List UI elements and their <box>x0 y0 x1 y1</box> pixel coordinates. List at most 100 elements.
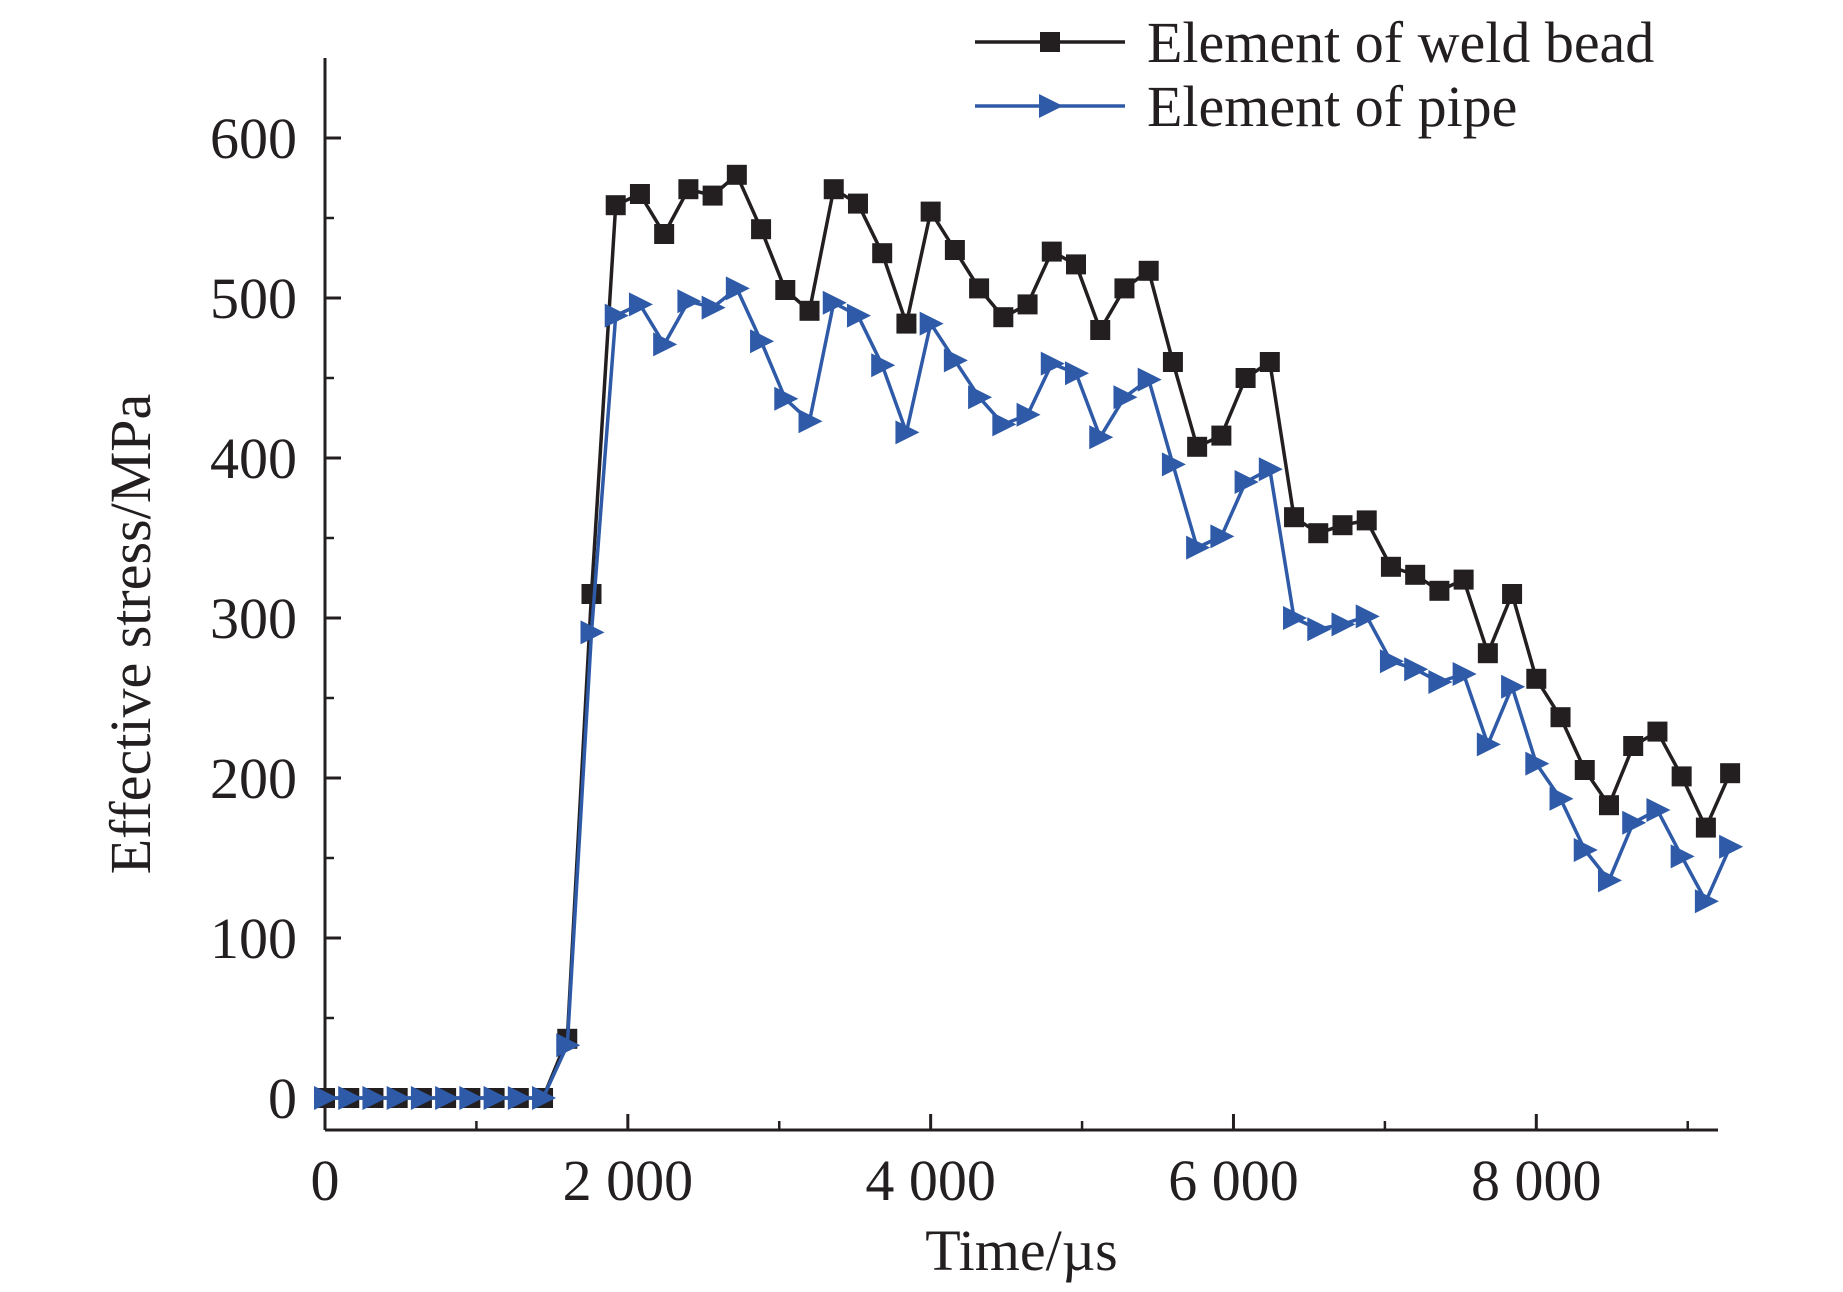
data-point <box>847 193 868 214</box>
y-tick-label: 0 <box>268 1066 297 1131</box>
data-point <box>1284 507 1305 528</box>
data-point <box>1452 662 1477 686</box>
data-point <box>1597 868 1622 893</box>
data-point <box>338 1086 363 1110</box>
data-point <box>1187 436 1208 457</box>
y-tick-label: 200 <box>210 746 297 811</box>
data-point <box>1694 889 1719 914</box>
data-point <box>1525 751 1550 776</box>
x-tick-label: 0 <box>311 1148 340 1213</box>
data-point <box>1186 535 1211 560</box>
data-point <box>1719 834 1744 859</box>
data-point <box>654 224 675 244</box>
data-point <box>1041 241 1062 262</box>
data-point <box>1259 352 1280 372</box>
data-point <box>702 185 723 206</box>
data-point <box>726 164 747 185</box>
data-point <box>1331 612 1356 637</box>
data-point <box>920 201 941 222</box>
data-point <box>1477 643 1498 664</box>
data-point <box>871 353 896 378</box>
data-point <box>993 307 1014 328</box>
data-point <box>678 179 699 200</box>
data-point <box>1549 786 1574 811</box>
data-point <box>1137 367 1162 392</box>
legend-marker <box>1039 94 1063 118</box>
x-tick-label: 8 000 <box>1471 1148 1602 1213</box>
data-point <box>1526 668 1547 689</box>
legend-label: Element of weld bead <box>1147 10 1654 75</box>
data-point <box>1550 707 1571 728</box>
data-point <box>677 289 702 314</box>
data-point <box>435 1086 460 1110</box>
data-point <box>1405 564 1426 585</box>
data-point <box>1234 470 1259 494</box>
data-point <box>969 278 990 299</box>
data-point <box>1162 352 1183 372</box>
data-point <box>1138 260 1159 281</box>
data-point <box>1671 766 1692 787</box>
data-point <box>1355 604 1380 629</box>
data-point <box>532 1086 557 1110</box>
data-point <box>1501 674 1526 699</box>
y-tick-label: 100 <box>210 906 297 971</box>
data-point <box>1429 580 1450 601</box>
data-point <box>507 1086 532 1110</box>
data-point <box>896 313 917 334</box>
data-point <box>1695 817 1716 838</box>
data-point <box>872 243 893 264</box>
data-point <box>701 295 726 320</box>
data-point <box>1574 760 1595 780</box>
data-point <box>1720 763 1741 784</box>
data-point <box>1017 294 1038 315</box>
data-point <box>459 1086 484 1110</box>
data-point <box>775 280 796 300</box>
data-point <box>1670 844 1695 869</box>
data-point <box>1623 736 1644 756</box>
data-point <box>556 1033 581 1058</box>
data-point <box>1502 584 1523 604</box>
plot-area <box>314 164 1744 1110</box>
data-point <box>799 300 820 321</box>
data-point <box>410 1086 435 1110</box>
data-point <box>604 303 629 328</box>
data-point <box>1210 524 1235 549</box>
data-point <box>1089 425 1114 450</box>
data-point <box>1040 351 1065 376</box>
series-1 <box>314 276 1744 1110</box>
y-tick-label: 500 <box>210 266 297 331</box>
data-point <box>1647 721 1668 742</box>
y-tick-label: 400 <box>210 426 297 491</box>
data-point <box>895 420 920 445</box>
legend-label: Element of pipe <box>1147 74 1517 139</box>
data-point <box>1380 556 1401 577</box>
data-point <box>943 348 968 373</box>
data-point <box>1646 798 1671 822</box>
y-tick-label: 300 <box>210 586 297 651</box>
data-point <box>1622 810 1647 835</box>
data-point <box>1307 617 1332 642</box>
data-point <box>944 240 965 260</box>
data-point <box>1113 385 1138 410</box>
data-point <box>1308 523 1329 544</box>
y-tick-label: 600 <box>210 106 297 171</box>
x-tick-label: 4 000 <box>865 1148 996 1213</box>
data-point <box>774 386 799 411</box>
data-point <box>581 584 602 604</box>
data-point <box>1066 254 1087 275</box>
axes: 0 100 200 300 400 500 600 0 2 000 4 000 6 000 8 000 <box>210 58 1718 1213</box>
data-point <box>725 276 750 301</box>
data-point <box>919 311 944 336</box>
legend-marker <box>1040 32 1060 52</box>
data-point <box>751 219 772 240</box>
data-point <box>1332 515 1353 536</box>
x-tick-label: 2 000 <box>563 1148 694 1213</box>
x-axis-title: Time/µs <box>925 1218 1117 1283</box>
data-point <box>1598 795 1619 816</box>
data-point <box>1573 838 1598 862</box>
data-point <box>314 1086 338 1110</box>
data-point <box>992 412 1017 437</box>
data-point <box>1235 368 1256 388</box>
